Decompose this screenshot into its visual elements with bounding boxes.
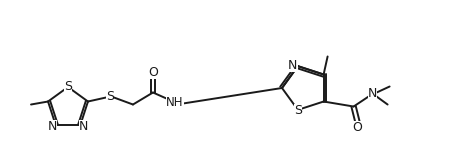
Text: S: S [64, 80, 72, 92]
Text: S: S [294, 104, 302, 117]
Text: S: S [106, 90, 114, 103]
Text: N: N [79, 121, 88, 133]
Text: O: O [148, 66, 158, 79]
Text: N: N [368, 87, 377, 100]
Text: O: O [353, 121, 363, 134]
Text: N: N [288, 59, 297, 72]
Text: NH: NH [166, 96, 184, 109]
Text: N: N [48, 121, 57, 133]
